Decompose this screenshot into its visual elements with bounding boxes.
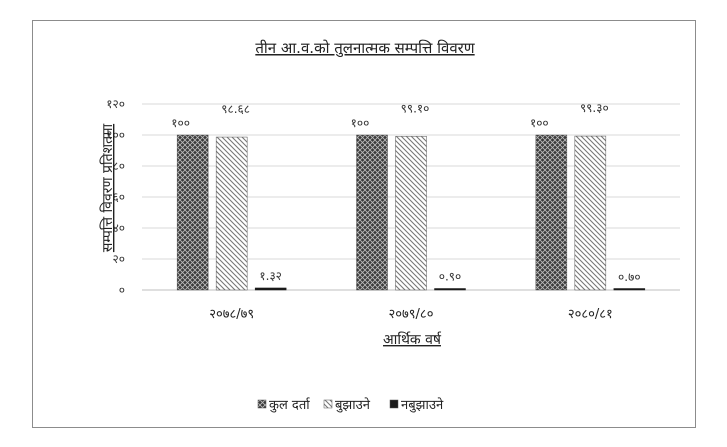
x-tick-label: २०७९/८० bbox=[389, 307, 434, 322]
data-label: ०.७० bbox=[618, 270, 641, 284]
x-tick-label: २०७८/७९ bbox=[209, 307, 254, 322]
bar bbox=[356, 134, 388, 291]
bar bbox=[254, 287, 287, 291]
y-tick-label: ० bbox=[119, 283, 125, 297]
legend-label: नबुझाउने bbox=[401, 397, 444, 413]
bar bbox=[395, 136, 427, 291]
y-tick-label: ८० bbox=[113, 159, 125, 173]
data-labels: १०० ९८.६८ १.३२ १०० ९९.१० ०.९० १०० ९९.३० ०.७० bbox=[171, 101, 640, 284]
y-tick-label: ६० bbox=[113, 190, 125, 204]
data-label: १०० bbox=[171, 116, 190, 130]
y-axis-ticks: ० २० ४० ६० ८० १०० १२० bbox=[106, 97, 125, 297]
data-label: ०.९० bbox=[439, 270, 462, 284]
y-axis-label: सम्पत्ति विवरण प्रतिशतमा bbox=[99, 124, 116, 253]
bar bbox=[613, 288, 646, 291]
legend-swatch bbox=[389, 399, 399, 409]
data-label: १०० bbox=[530, 116, 549, 130]
bar bbox=[215, 136, 248, 291]
legend: कुल दर्ता बुझाउने नबुझाउने bbox=[257, 397, 444, 413]
y-tick-label: १०० bbox=[106, 128, 125, 142]
data-label: ९८.६८ bbox=[221, 102, 250, 116]
legend-swatch bbox=[257, 399, 267, 409]
legend-swatch bbox=[323, 399, 333, 409]
bar bbox=[535, 134, 568, 291]
x-tick-label: २०८०/८१ bbox=[568, 307, 613, 322]
data-label: ९९.१० bbox=[401, 101, 430, 115]
bars bbox=[176, 134, 646, 291]
chart-frame bbox=[32, 20, 696, 428]
x-axis-ticks: २०७८/७९ २०७९/८० २०८०/८१ bbox=[209, 307, 613, 322]
bar bbox=[176, 134, 209, 291]
x-axis-label: आर्थिक वर्ष bbox=[383, 331, 442, 348]
y-tick-label: ४० bbox=[113, 221, 125, 235]
data-label: १०० bbox=[351, 116, 370, 130]
data-label: ९९.३० bbox=[580, 101, 609, 115]
y-tick-label: १२० bbox=[106, 97, 125, 111]
y-tick-label: २० bbox=[113, 252, 125, 266]
bar bbox=[574, 135, 607, 291]
chart-title: तीन आ.व.को तुलनात्मक सम्पत्ति विवरण bbox=[255, 39, 475, 58]
data-label: १.३२ bbox=[259, 269, 282, 283]
legend-label: कुल दर्ता bbox=[269, 397, 311, 413]
legend-label: बुझाउने bbox=[335, 397, 371, 413]
bar bbox=[434, 288, 466, 291]
